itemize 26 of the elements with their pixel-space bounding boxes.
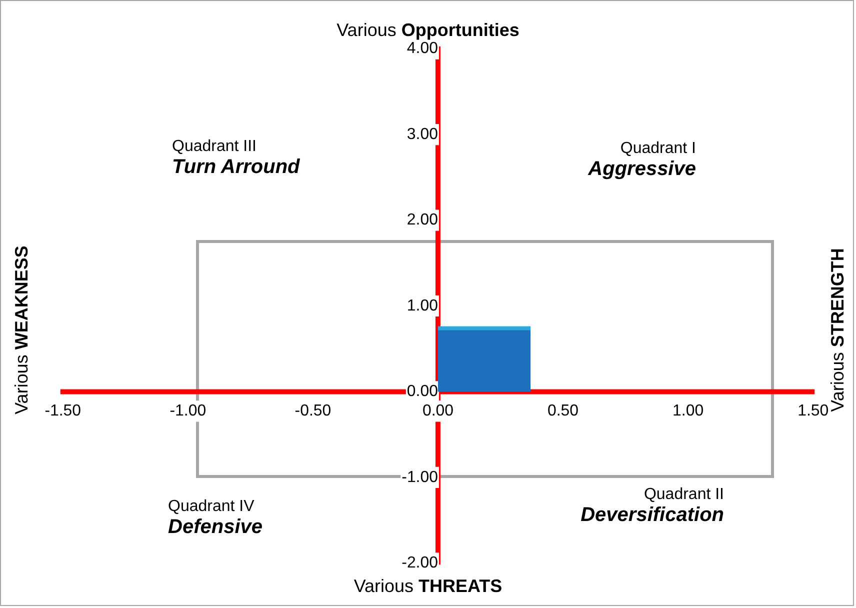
annotation: Turn Arround xyxy=(172,156,301,178)
annotation: Quadrant II xyxy=(642,486,724,504)
x-tick-label: -1.00 xyxy=(170,402,206,420)
y-tick-label: 0.00 xyxy=(406,383,438,400)
y2-axis-title: Various STRENGTH xyxy=(828,248,848,412)
y-tick-label: 2.00 xyxy=(406,212,438,229)
y-tick-label: 3.00 xyxy=(406,126,438,143)
x-tick-label: 1.00 xyxy=(672,402,704,420)
x-tick-label: 1.50 xyxy=(798,402,829,420)
annotation: Deversification xyxy=(580,504,724,526)
annotation: Defensive xyxy=(168,516,264,538)
x-tick-label: 0.50 xyxy=(547,402,579,420)
x-tick-label: -0.50 xyxy=(294,402,332,420)
y-tick-label: 4.00 xyxy=(406,40,438,58)
annotation: Quadrant IV xyxy=(168,498,256,516)
y-tick-label: 1.00 xyxy=(406,297,438,314)
chart-title: Various Opportunities xyxy=(336,20,520,41)
y-axis-title: Various WEAKNESS xyxy=(12,246,32,414)
x-axis-title: Various THREATS xyxy=(352,576,504,597)
x-tick-label: -1.50 xyxy=(44,402,82,420)
y-tick-label: -2.00 xyxy=(402,554,438,572)
x-tick-label: 0.00 xyxy=(422,402,454,420)
annotation: Aggressive xyxy=(586,158,696,180)
y-tick-label: -1.00 xyxy=(402,468,438,486)
annotation: Quadrant I xyxy=(619,140,696,158)
annotation: Quadrant III xyxy=(172,138,258,156)
